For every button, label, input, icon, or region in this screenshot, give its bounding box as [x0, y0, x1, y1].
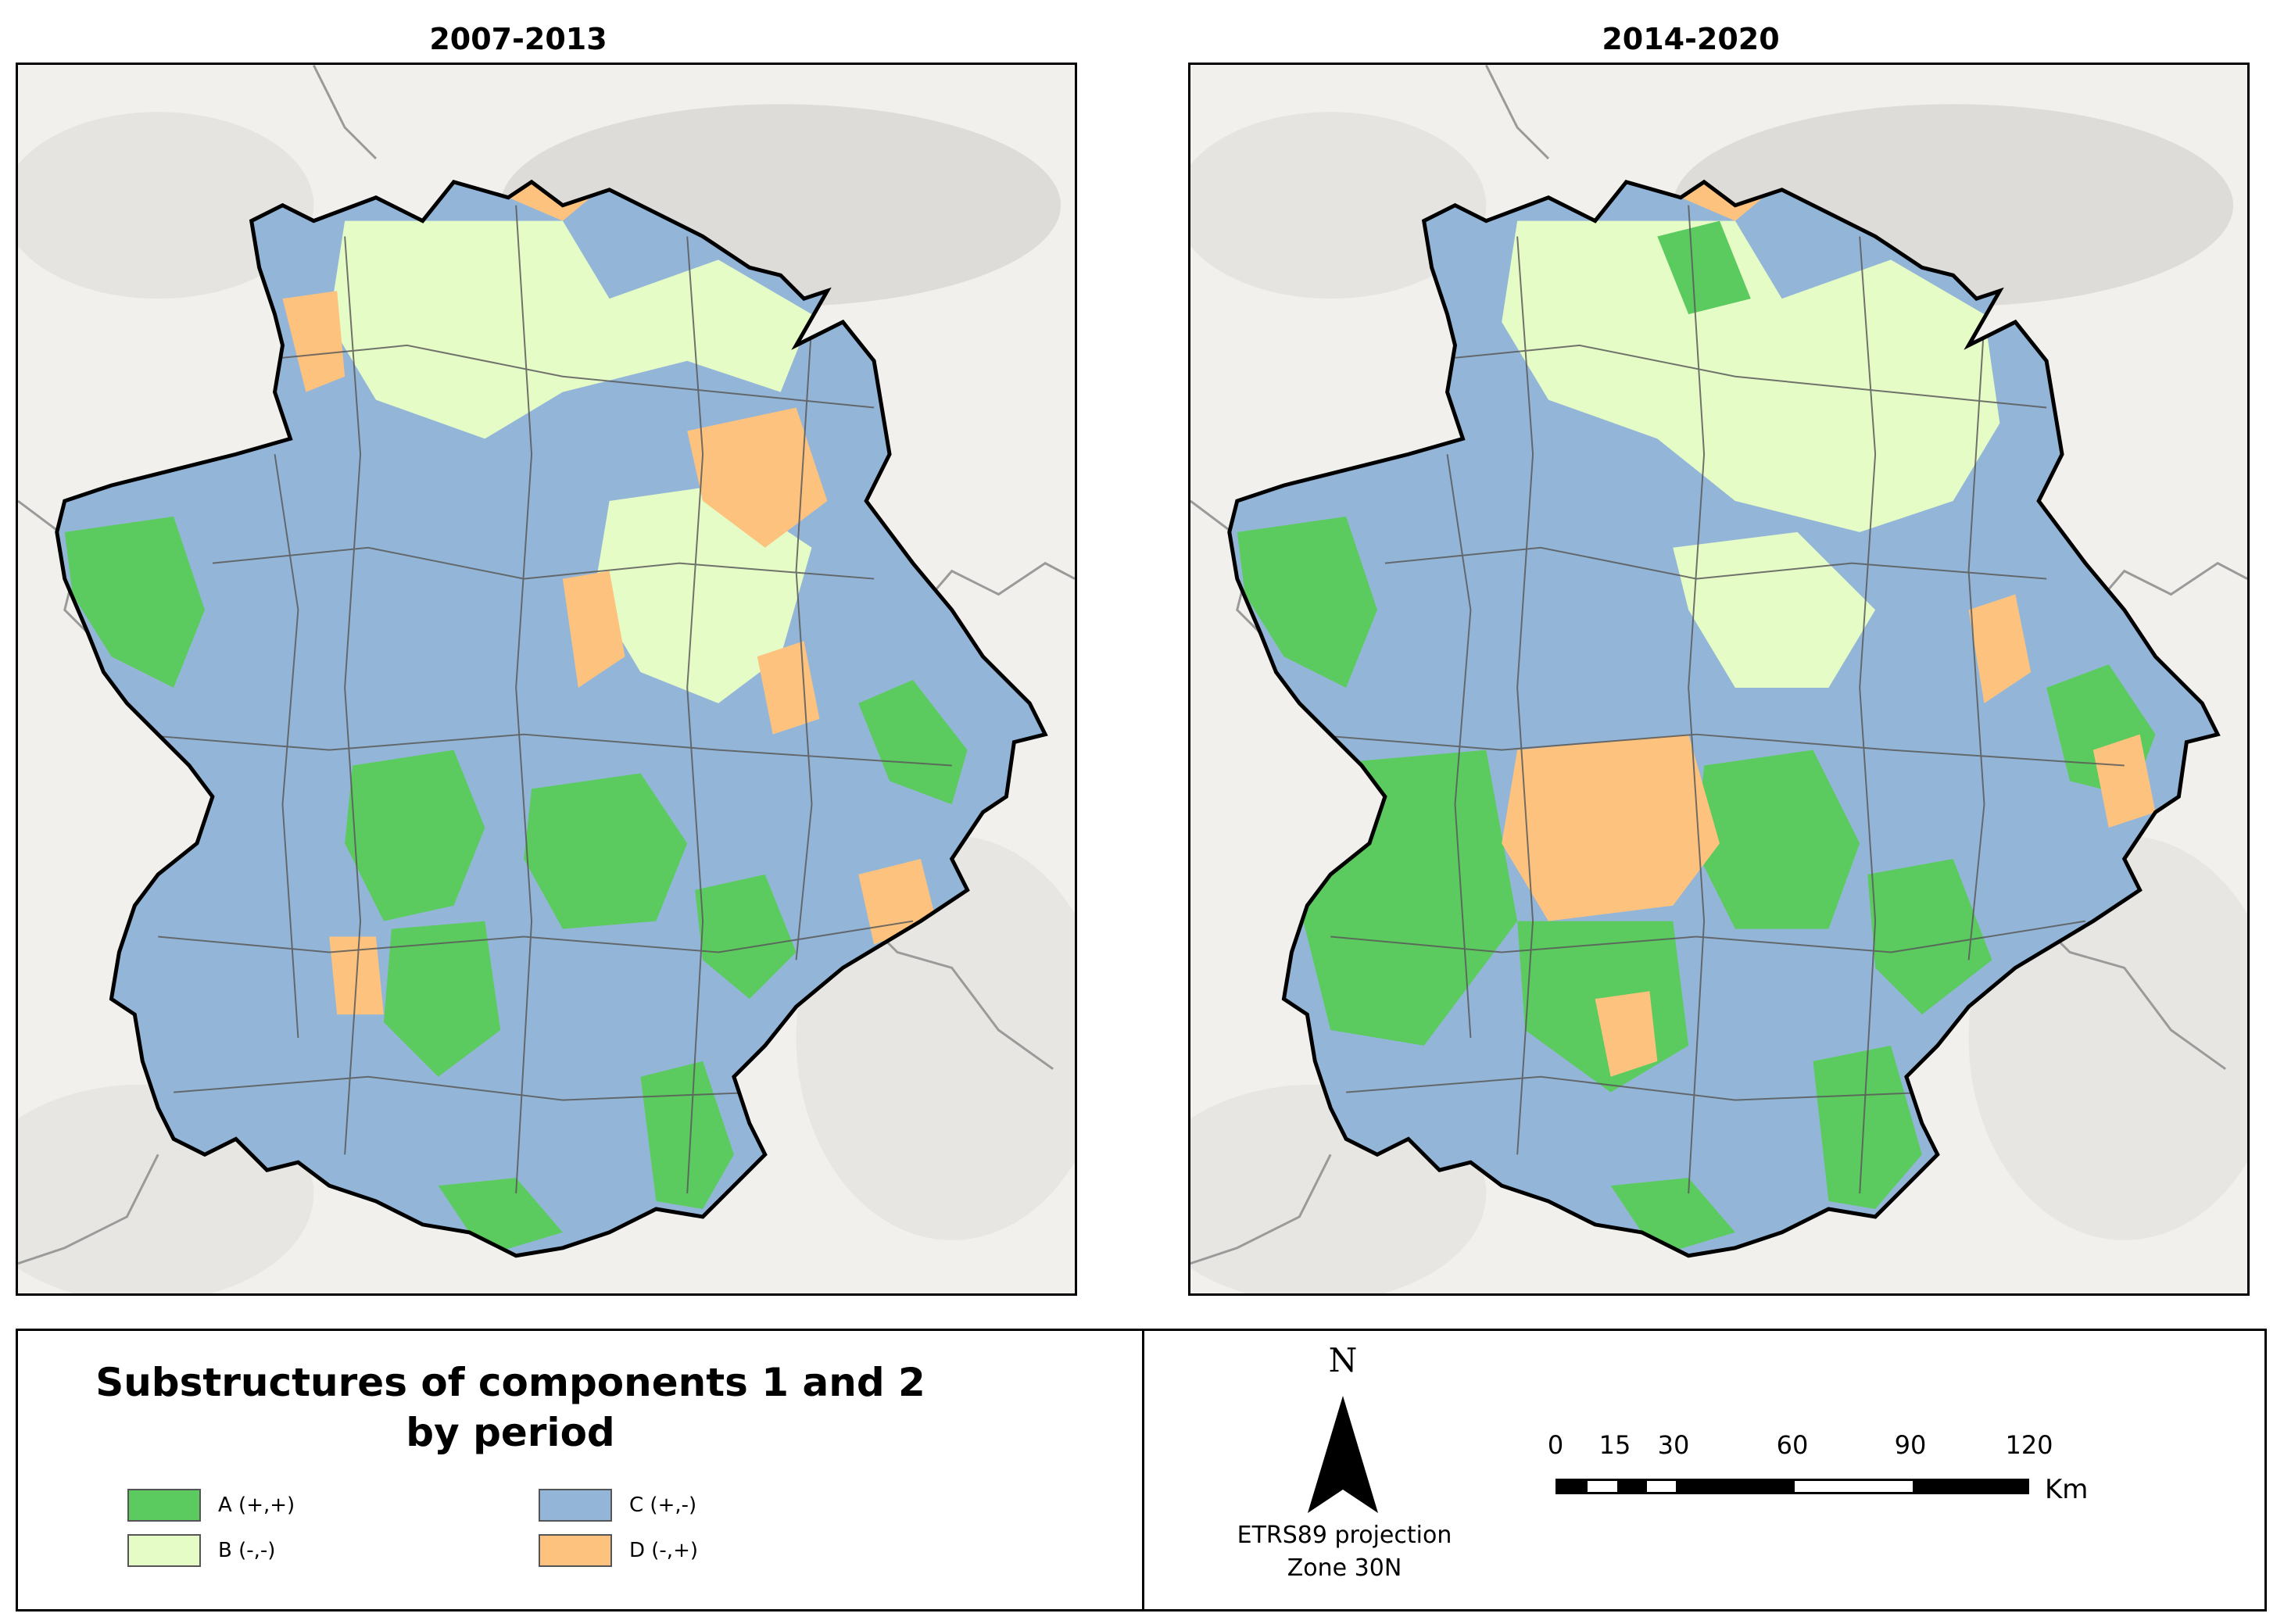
projection-text: ETRS89 projection Zone 30N — [1188, 1519, 1501, 1585]
map-panel-2007-2013[interactable] — [16, 63, 1077, 1296]
projection-line1: ETRS89 projection — [1237, 1522, 1452, 1549]
legend-item-d: D (-,+) — [539, 1533, 698, 1569]
scale-bar-track — [1555, 1479, 2029, 1494]
north-arrow-icon — [1308, 1396, 1378, 1513]
region-outline-left — [55, 179, 1048, 1258]
scale-seg — [1795, 1481, 1913, 1492]
legend-item-b: B (-,-) — [127, 1533, 275, 1569]
map-canvas-left — [18, 65, 1075, 1293]
legend-item-a: A (+,+) — [127, 1487, 295, 1523]
map-canvas-right — [1190, 65, 2247, 1293]
legend-label-a: A (+,+) — [218, 1493, 295, 1517]
scale-tick-90: 90 — [1894, 1430, 1927, 1460]
scale-tick-120: 120 — [2005, 1430, 2053, 1460]
legend-label-d: D (-,+) — [629, 1539, 699, 1562]
legend-title: Substructures of components 1 and 2 by p… — [81, 1358, 940, 1458]
legend-swatch-c — [539, 1489, 612, 1522]
map-title-left: 2007-2013 — [429, 22, 607, 56]
legend-panel: Substructures of components 1 and 2 by p… — [16, 1329, 2267, 1611]
scale-seg — [1617, 1481, 1647, 1492]
legend-title-line1: Substructures of components 1 and 2 — [95, 1360, 925, 1405]
scale-tick-30: 30 — [1657, 1430, 1690, 1460]
scale-seg — [1558, 1481, 1588, 1492]
legend-swatch-b — [127, 1534, 201, 1567]
scale-tick-15: 15 — [1598, 1430, 1631, 1460]
scale-seg — [1676, 1481, 1795, 1492]
scale-unit: Km — [2045, 1474, 2089, 1505]
projection-line2: Zone 30N — [1287, 1554, 1402, 1582]
scale-bar: 0 15 30 60 90 120 Km — [1548, 1430, 2126, 1524]
scale-seg — [1588, 1481, 1617, 1492]
map-title-right: 2014-2020 — [1602, 22, 1780, 56]
scale-seg — [1913, 1481, 2027, 1492]
map-panel-2014-2020[interactable] — [1188, 63, 2250, 1296]
north-label: N — [1328, 1341, 1358, 1379]
scale-tick-0: 0 — [1547, 1430, 1564, 1460]
scale-seg — [1647, 1481, 1676, 1492]
legend-divider — [1142, 1331, 1144, 1609]
legend-swatch-a — [127, 1489, 201, 1522]
legend-item-c: C (+,-) — [539, 1487, 696, 1523]
legend-label-c: C (+,-) — [629, 1493, 697, 1517]
scale-tick-60: 60 — [1776, 1430, 1809, 1460]
legend-title-line2: by period — [406, 1410, 615, 1455]
legend-swatch-d — [539, 1534, 612, 1567]
region-outline-right — [1227, 179, 2221, 1258]
legend-label-b: B (-,-) — [218, 1539, 276, 1562]
